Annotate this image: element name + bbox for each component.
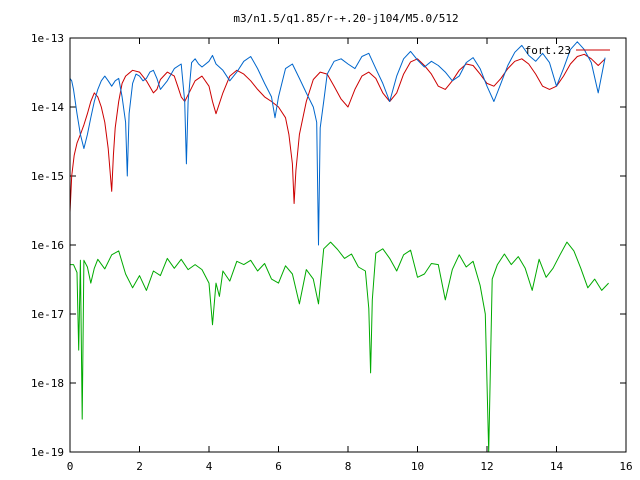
x-tick-label: 14 <box>550 460 564 473</box>
x-tick-label: 2 <box>136 460 143 473</box>
y-tick-label: 1e-18 <box>31 377 64 390</box>
legend: fort.23 <box>525 44 610 57</box>
series-group <box>69 41 609 453</box>
axis-ticks: 0 2 4 6 8 10 12 14 16 1e-13 1e-14 1e-15 1e-16 1e-17 1e… <box>31 32 633 473</box>
x-tick-label: 8 <box>345 460 352 473</box>
y-tick-label: 1e-13 <box>31 32 64 45</box>
plot-frame <box>69 37 627 453</box>
y-tick-label: 1e-19 <box>31 446 64 459</box>
series-line-2 <box>69 41 606 246</box>
y-tick-label: 1e-17 <box>31 308 64 321</box>
x-tick-label: 6 <box>275 460 282 473</box>
x-tick-label: 16 <box>619 460 632 473</box>
x-tick-label: 10 <box>411 460 424 473</box>
y-tick-label: 1e-15 <box>31 170 64 183</box>
series-line-1 <box>69 53 606 213</box>
legend-label: fort.23 <box>525 44 571 57</box>
chart-title: m3/n1.5/q1.85/r-+.20-j104/M5.0/512 <box>233 12 458 25</box>
x-tick-label: 0 <box>67 460 74 473</box>
y-tick-label: 1e-16 <box>31 239 64 252</box>
y-tick-label: 1e-14 <box>31 101 64 114</box>
x-tick-label: 4 <box>206 460 213 473</box>
series-line-3 <box>70 241 609 453</box>
x-tick-label: 12 <box>480 460 493 473</box>
